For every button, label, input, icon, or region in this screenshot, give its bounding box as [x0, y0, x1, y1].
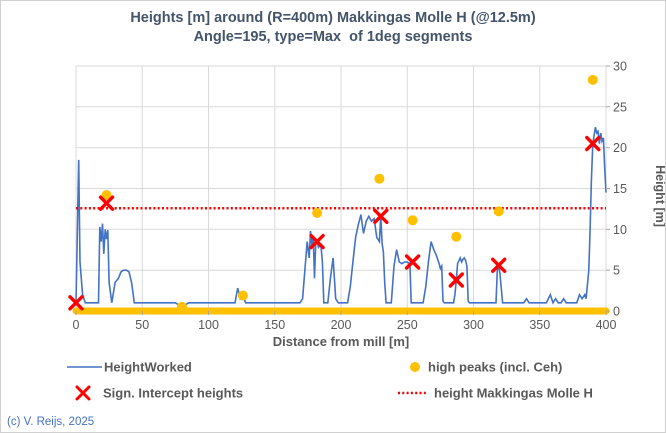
svg-text:(c) V. Reijs, 2025: (c) V. Reijs, 2025: [7, 416, 94, 428]
svg-text:Height [m]: Height [m]: [653, 165, 666, 227]
svg-text:100: 100: [198, 318, 219, 332]
svg-text:400: 400: [596, 318, 617, 332]
svg-text:200: 200: [331, 318, 352, 332]
svg-text:150: 150: [264, 318, 285, 332]
svg-text:30: 30: [613, 60, 627, 74]
svg-text:height Makkingas Molle H: height Makkingas Molle H: [434, 386, 593, 401]
svg-text:10: 10: [613, 223, 627, 237]
svg-text:Distance from mill [m]: Distance from mill [m]: [273, 334, 410, 349]
svg-text:0: 0: [73, 318, 80, 332]
svg-text:5: 5: [613, 264, 620, 278]
svg-text:HeightWorked: HeightWorked: [104, 360, 192, 375]
svg-text:high peaks (incl. Ceh): high peaks (incl. Ceh): [428, 360, 562, 375]
svg-text:Sign. Intercept heights: Sign. Intercept heights: [103, 386, 243, 401]
svg-text:20: 20: [613, 141, 627, 155]
svg-text:15: 15: [613, 182, 627, 196]
svg-text:50: 50: [135, 318, 149, 332]
svg-text:300: 300: [463, 318, 484, 332]
svg-text:25: 25: [613, 100, 627, 114]
svg-text:0: 0: [613, 305, 620, 319]
svg-text:250: 250: [397, 318, 418, 332]
svg-text:350: 350: [529, 318, 550, 332]
